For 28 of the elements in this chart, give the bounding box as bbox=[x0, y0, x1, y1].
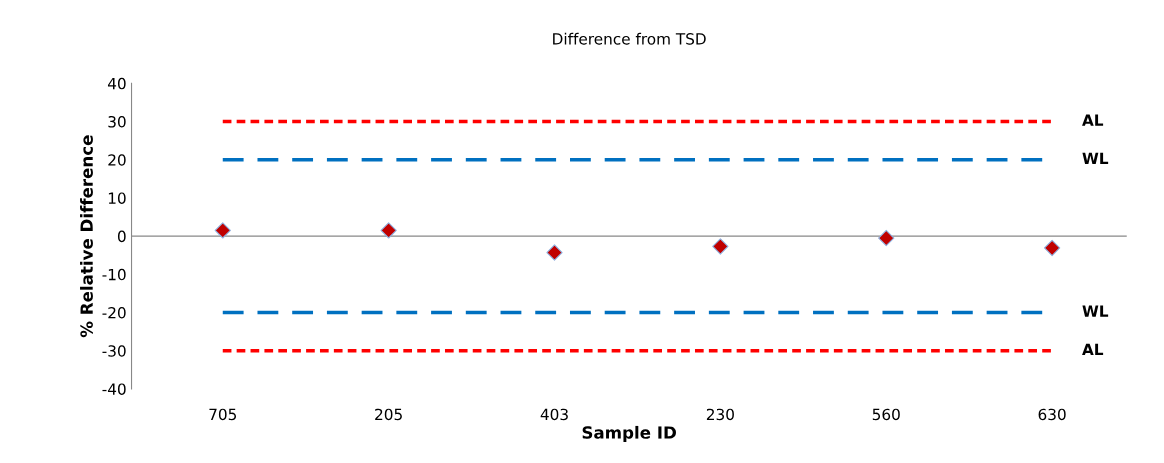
x-tick-label: 705 bbox=[209, 408, 237, 421]
y-tick-label: -30 bbox=[102, 345, 126, 357]
ref-line-label: WL bbox=[1082, 305, 1109, 317]
chart-title: Difference from TSD bbox=[553, 32, 706, 45]
point bbox=[214, 222, 231, 239]
point bbox=[712, 238, 729, 255]
x-tick-label: 230 bbox=[706, 408, 734, 421]
y-tick-label: 30 bbox=[108, 116, 126, 128]
ref-line-label: WL bbox=[1082, 152, 1109, 164]
y-tick-label: 10 bbox=[108, 192, 126, 204]
x-tick-label: 205 bbox=[375, 408, 402, 421]
y-tick-label: -20 bbox=[102, 306, 126, 319]
y-tick-label: -40 bbox=[102, 383, 126, 395]
point bbox=[546, 244, 563, 261]
point bbox=[1043, 239, 1061, 257]
y-tick-label: 40 bbox=[107, 77, 126, 90]
x-tick-label: 560 bbox=[872, 408, 900, 421]
point bbox=[878, 229, 895, 247]
y-tick-label: -10 bbox=[102, 268, 126, 281]
x-tick-label: 630 bbox=[1038, 408, 1066, 421]
x-axis-title: Sample ID bbox=[582, 425, 676, 443]
ref-line-label: AL bbox=[1082, 114, 1104, 126]
y-tick-label: 0 bbox=[117, 230, 126, 243]
ref-line-label: AL bbox=[1082, 343, 1104, 355]
point bbox=[380, 222, 397, 239]
y-axis-title: % Relative Difference bbox=[80, 135, 93, 338]
y-tick-label: 20 bbox=[108, 154, 126, 166]
x-tick-label: 403 bbox=[540, 408, 568, 421]
